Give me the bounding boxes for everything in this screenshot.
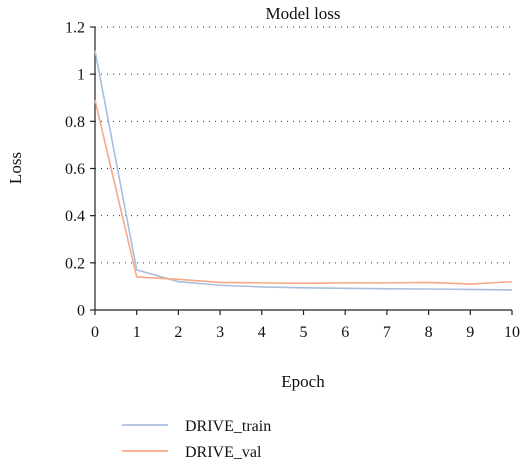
x-tick-label-1: 1 xyxy=(133,324,141,341)
gridlines xyxy=(95,73,512,264)
legend-label-drive-val: DRIVE_val xyxy=(185,444,262,461)
y-tick-label-2: 0.4 xyxy=(65,208,85,225)
y-tick-label-6: 1.2 xyxy=(65,20,85,37)
x-tick-label-4: 4 xyxy=(258,324,266,341)
x-tick-label-8: 8 xyxy=(425,324,433,341)
chart-title: Model loss xyxy=(265,4,340,23)
y-tick-label-0: 0 xyxy=(77,303,85,320)
legend-label-drive-train: DRIVE_train xyxy=(185,418,271,435)
x-tick-label-5: 5 xyxy=(300,324,308,341)
y-axis-label: Loss xyxy=(6,152,25,184)
legend: DRIVE_train DRIVE_val xyxy=(122,418,271,461)
y-tick-label-4: 0.8 xyxy=(65,114,85,131)
x-ticks: 0 1 2 3 4 5 6 7 8 9 10 xyxy=(91,310,520,341)
x-axis-label: Epoch xyxy=(281,372,325,391)
x-tick-label-2: 2 xyxy=(174,324,182,341)
y-ticks: 0 0.2 0.4 0.6 0.8 1 1.2 xyxy=(65,20,95,320)
x-tick-label-0: 0 xyxy=(91,324,99,341)
y-tick-label-3: 0.6 xyxy=(65,161,85,178)
x-tick-label-9: 9 xyxy=(466,324,474,341)
x-tick-label-3: 3 xyxy=(216,324,224,341)
series-line-drive-val xyxy=(94,99,513,285)
x-tick-label-10: 10 xyxy=(504,324,520,341)
y-tick-label-5: 1 xyxy=(77,67,85,84)
series-line-drive-train xyxy=(94,50,513,291)
x-tick-label-7: 7 xyxy=(383,324,391,341)
y-tick-label-1: 0.2 xyxy=(65,255,85,272)
x-tick-label-6: 6 xyxy=(341,324,349,341)
series-lines xyxy=(94,50,513,291)
